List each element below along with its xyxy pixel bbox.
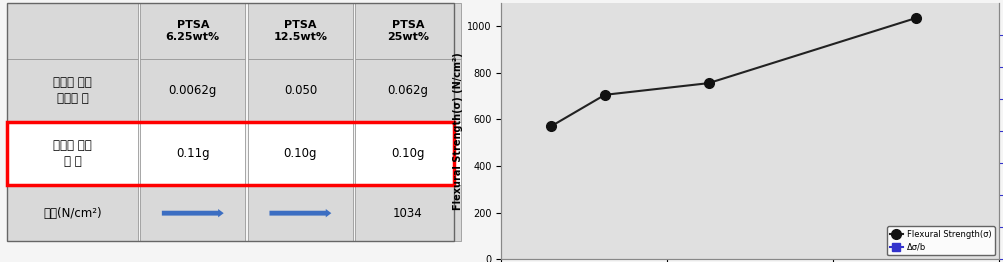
Bar bbox=[248, 59, 353, 122]
Text: PTSA
12.5wt%: PTSA 12.5wt% bbox=[273, 20, 327, 42]
Bar bbox=[140, 59, 245, 122]
Bar bbox=[355, 122, 460, 185]
Bar bbox=[140, 122, 245, 185]
Text: 강도(N/cm²): 강도(N/cm²) bbox=[43, 207, 101, 220]
Legend: Flexural Strength(σ), Δσ/b: Flexural Strength(σ), Δσ/b bbox=[886, 226, 994, 255]
Bar bbox=[7, 122, 137, 185]
Bar bbox=[7, 59, 137, 122]
Y-axis label: Flexural Strength(σ) (N/cm²): Flexural Strength(σ) (N/cm²) bbox=[452, 52, 462, 210]
Bar bbox=[355, 3, 460, 59]
Text: 1034: 1034 bbox=[393, 207, 422, 220]
Text: PTSA
6.25wt%: PTSA 6.25wt% bbox=[165, 20, 220, 42]
Text: 코팅된 액티
베이터 양: 코팅된 액티 베이터 양 bbox=[53, 76, 92, 105]
Text: 0.10g: 0.10g bbox=[391, 147, 424, 160]
Text: 0.0062g: 0.0062g bbox=[169, 84, 217, 97]
Text: 0.10g: 0.10g bbox=[284, 147, 317, 160]
Text: 0.062g: 0.062g bbox=[387, 84, 428, 97]
Bar bbox=[355, 185, 460, 241]
Bar bbox=[248, 3, 353, 59]
Bar bbox=[140, 3, 245, 59]
Bar bbox=[248, 185, 353, 241]
Bar bbox=[248, 122, 353, 185]
Bar bbox=[7, 3, 137, 59]
Text: 코팅된 바인
더 양: 코팅된 바인 더 양 bbox=[53, 139, 92, 168]
Text: 0.11g: 0.11g bbox=[176, 147, 210, 160]
Bar bbox=[7, 185, 137, 241]
Bar bbox=[355, 59, 460, 122]
Bar bbox=[7, 122, 453, 185]
Bar bbox=[140, 185, 245, 241]
Text: PTSA
25wt%: PTSA 25wt% bbox=[386, 20, 428, 42]
Text: 0.050: 0.050 bbox=[284, 84, 317, 97]
